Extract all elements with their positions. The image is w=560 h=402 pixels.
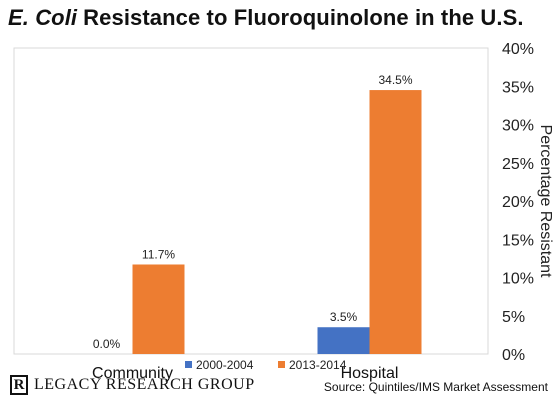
y-tick-label: 25% <box>502 156 534 173</box>
logo-mark: R <box>10 375 28 395</box>
y-tick-label: 5% <box>502 309 525 326</box>
chart-title-rest: Resistance to Fluoroquinolone in the U.S… <box>83 5 524 30</box>
y-tick-label: 0% <box>502 347 525 364</box>
y-tick-label: 20% <box>502 194 534 211</box>
legend-swatch <box>185 361 192 368</box>
y-tick-label: 35% <box>502 79 534 96</box>
y-tick-label: 40% <box>502 41 534 58</box>
brand-name: LEGACY RESEARCH GROUP <box>34 376 255 393</box>
legend-label: 2013-2014 <box>289 358 347 372</box>
y-tick-label: 10% <box>502 271 534 288</box>
bar-community-2013-2014 <box>132 264 185 354</box>
y-tick-label: 30% <box>502 118 534 135</box>
data-label: 34.5% <box>378 73 412 87</box>
x-category-label: Community <box>92 365 173 382</box>
y-tick-label: 15% <box>502 232 534 249</box>
source-note: Source: Quintiles/IMS Market Assessment <box>323 380 548 394</box>
data-label: 11.7% <box>142 247 175 261</box>
chart-title-italic: E. Coli <box>8 5 78 30</box>
brand-logo: R LEGACY RESEARCH GROUP <box>10 375 255 395</box>
data-label: 3.5% <box>330 310 358 324</box>
data-label: 0.0% <box>93 337 121 351</box>
chart-title: E. Coli Resistance to Fluoroquinolone in … <box>8 5 524 31</box>
plot-area-border <box>13 47 489 355</box>
bar-hospital-2013-2014 <box>369 90 422 354</box>
legend-swatch <box>278 361 285 368</box>
bar-hospital-2000-2004 <box>317 327 370 354</box>
y-axis-title: Percentage Resistant <box>537 125 554 279</box>
legend-label: 2000-2004 <box>196 358 254 372</box>
x-category-label: Hospital <box>341 365 399 382</box>
